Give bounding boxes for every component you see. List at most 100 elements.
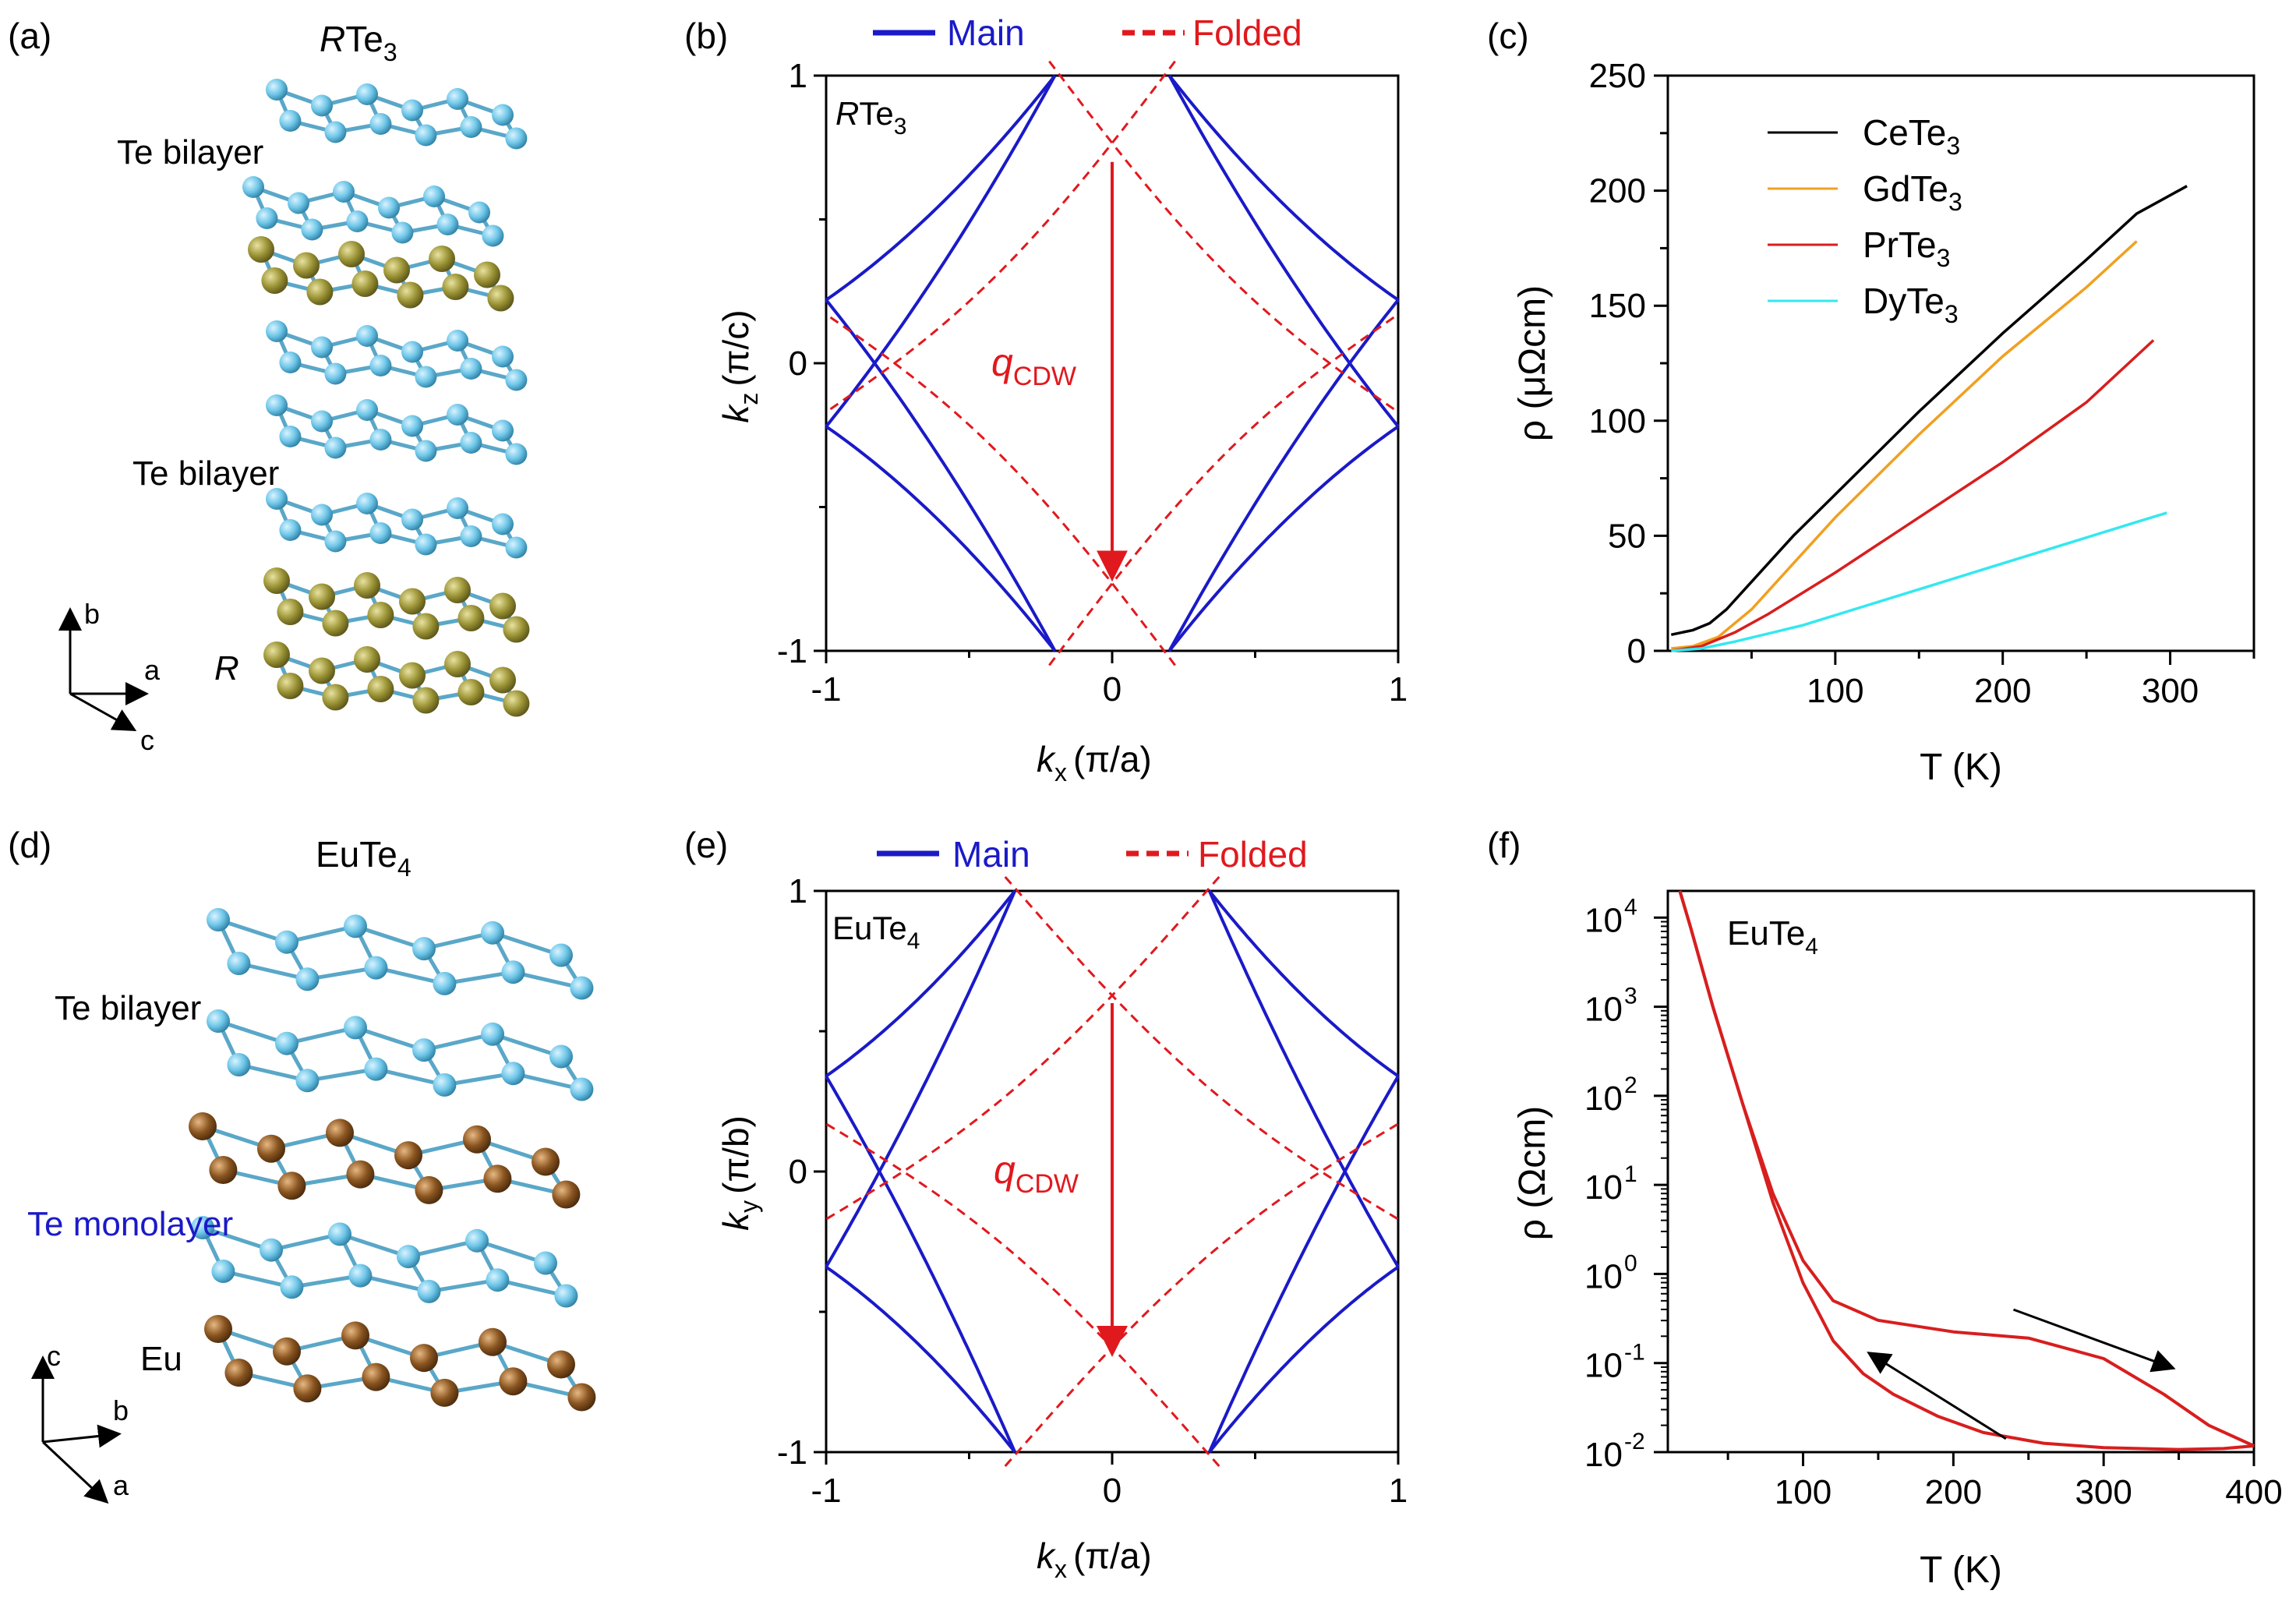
atom bbox=[460, 432, 482, 454]
chart-fermi-eute4: (e) Main Folded EuTe4 qCDW -1-10011 kx(π… bbox=[684, 825, 1408, 1583]
atom bbox=[460, 525, 482, 547]
atom bbox=[341, 1321, 369, 1349]
atom bbox=[412, 1038, 436, 1062]
label-eu-atom: Eu bbox=[140, 1340, 182, 1378]
xtick-label: 300 bbox=[2075, 1473, 2132, 1511]
atom bbox=[489, 593, 516, 620]
ytick-label: 150 bbox=[1589, 287, 1646, 325]
chart-f-frame bbox=[1668, 891, 2254, 1452]
atom bbox=[444, 577, 471, 603]
atom bbox=[492, 104, 514, 126]
main-fs-arc-inner-3 bbox=[826, 1076, 1015, 1452]
atom bbox=[326, 1119, 354, 1147]
atom bbox=[367, 602, 394, 628]
chart-fermi-rte3: (b) Main Folded RTe3 qCDW -1-10011 kx(π/… bbox=[684, 12, 1408, 786]
atom bbox=[401, 341, 423, 363]
atom bbox=[311, 411, 333, 433]
atom bbox=[364, 956, 387, 980]
atom bbox=[436, 214, 458, 235]
atom bbox=[457, 605, 484, 631]
atom bbox=[394, 1141, 422, 1169]
atom bbox=[356, 83, 378, 105]
chart-resistivity-eute4: (f) 10020030040010-210-1100101102103104 … bbox=[1487, 825, 2283, 1591]
atom bbox=[481, 921, 504, 945]
chart-b-qcdw: qCDW bbox=[991, 341, 1076, 391]
atom bbox=[324, 437, 346, 459]
atom bbox=[501, 1062, 525, 1085]
atom bbox=[399, 588, 426, 615]
atom bbox=[311, 95, 333, 117]
atom bbox=[277, 599, 303, 625]
atom bbox=[460, 116, 482, 138]
atom bbox=[492, 514, 514, 535]
panel-a: (a) RTe3 Te bilayer Te bilayer R b a c bbox=[8, 16, 529, 756]
atom bbox=[280, 1275, 303, 1299]
atom-layer-a-5 bbox=[266, 488, 527, 559]
atom bbox=[505, 369, 527, 391]
atom-layer-a-3 bbox=[266, 320, 527, 391]
atom bbox=[189, 1112, 217, 1140]
panel-d-tag: (d) bbox=[8, 825, 51, 865]
atom bbox=[227, 1053, 250, 1076]
xtick-label: 1 bbox=[1389, 1472, 1408, 1510]
chart-e-qcdw: qCDW bbox=[994, 1148, 1079, 1199]
atom bbox=[486, 1268, 509, 1292]
xtick-label: 100 bbox=[1775, 1473, 1832, 1511]
atom bbox=[277, 673, 303, 699]
atom bbox=[447, 404, 468, 426]
atom bbox=[505, 444, 527, 465]
atom bbox=[346, 1161, 374, 1189]
xtick-label: 1 bbox=[1389, 670, 1408, 709]
atom bbox=[224, 1359, 253, 1387]
label-te-bilayer-1: Te bilayer bbox=[117, 133, 263, 171]
atom bbox=[532, 1148, 560, 1176]
chart-e-xlabel: kx(π/a) bbox=[1037, 1536, 1152, 1583]
atom bbox=[499, 1367, 527, 1395]
atom bbox=[261, 267, 288, 294]
atom bbox=[415, 1176, 443, 1204]
atom bbox=[479, 1328, 507, 1356]
axes-icon-d bbox=[43, 1360, 117, 1500]
atom bbox=[309, 658, 335, 684]
atom-layer-a-2 bbox=[248, 236, 514, 312]
ytick-label: 1 bbox=[789, 872, 807, 910]
atom bbox=[348, 1264, 372, 1288]
atom bbox=[333, 181, 355, 203]
ytick-label: 200 bbox=[1589, 172, 1646, 210]
atom bbox=[273, 1338, 301, 1366]
atom bbox=[401, 415, 423, 437]
atom bbox=[356, 325, 378, 347]
atom-layer-a-7 bbox=[263, 641, 529, 717]
ytick-label: 0 bbox=[789, 345, 807, 383]
atom bbox=[505, 537, 527, 559]
label-te-bilayer-2: Te bilayer bbox=[132, 454, 279, 493]
atom bbox=[207, 1009, 230, 1033]
atom bbox=[322, 684, 348, 711]
ytick-label: 10 bbox=[1584, 1168, 1623, 1207]
atom bbox=[248, 236, 274, 263]
ytick-exponent: -2 bbox=[1624, 1429, 1645, 1454]
ytick-exponent: 0 bbox=[1624, 1250, 1637, 1276]
atom bbox=[356, 399, 378, 421]
atom bbox=[322, 610, 348, 637]
atom bbox=[209, 1156, 237, 1184]
atom bbox=[260, 1239, 283, 1262]
atom bbox=[309, 584, 335, 610]
figure: (a) RTe3 Te bilayer Te bilayer R b a c (… bbox=[0, 0, 2296, 1601]
atom bbox=[293, 1374, 321, 1402]
atom bbox=[295, 1069, 319, 1092]
atom bbox=[433, 1073, 456, 1097]
chart-f-ylabel: ρ (Ωcm) bbox=[1512, 1106, 1553, 1240]
atom bbox=[378, 197, 400, 219]
atom bbox=[447, 497, 468, 519]
atom bbox=[415, 125, 436, 147]
atom bbox=[503, 617, 529, 643]
atom-layer-d-2 bbox=[189, 1112, 580, 1209]
atom bbox=[257, 1135, 285, 1163]
atom bbox=[346, 210, 368, 232]
atom bbox=[444, 651, 471, 677]
atom bbox=[547, 1351, 575, 1379]
atom bbox=[277, 1172, 306, 1200]
xtick-label: -1 bbox=[811, 670, 841, 709]
chart-b-xlabel: kx(π/a) bbox=[1037, 739, 1152, 786]
